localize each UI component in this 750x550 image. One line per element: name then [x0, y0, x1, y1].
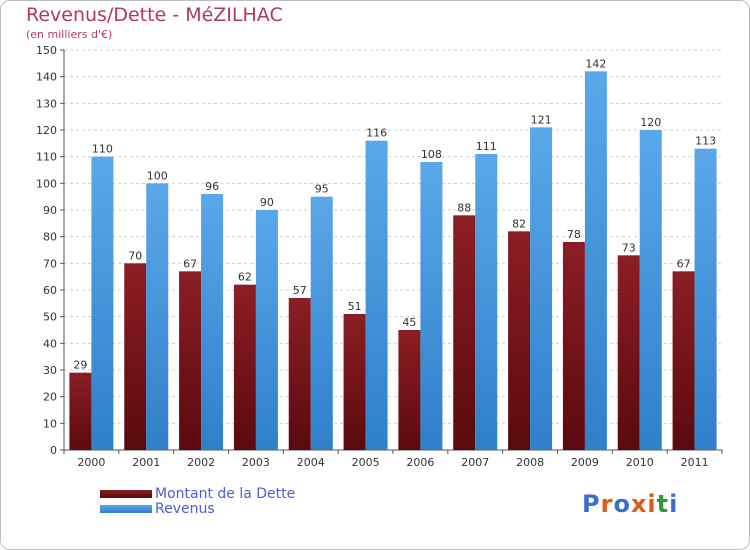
y-tick-label: 90	[43, 204, 57, 217]
chart-subtitle: (en milliers d'€)	[26, 28, 113, 41]
x-tick-label: 2005	[352, 456, 380, 469]
label-revenus-2011: 113	[695, 135, 716, 148]
label-dette-2010: 73	[622, 241, 636, 254]
bar-revenus-2006	[420, 162, 443, 450]
label-dette-2011: 67	[677, 257, 691, 270]
label-dette-2009: 78	[567, 228, 581, 241]
y-tick-label: 30	[43, 364, 57, 377]
label-revenus-2003: 90	[260, 196, 274, 209]
x-tick-label: 2011	[681, 456, 709, 469]
bars	[69, 71, 717, 451]
x-tick-label: 2002	[187, 456, 215, 469]
y-tick-label: 10	[43, 417, 57, 430]
bar-revenus-2005	[365, 140, 388, 450]
y-tick-label: 70	[43, 257, 57, 270]
y-tick-label: 110	[36, 151, 57, 164]
y-tick-label: 100	[36, 177, 57, 190]
label-dette-2003: 62	[238, 271, 252, 284]
label-revenus-2006: 108	[421, 148, 442, 161]
x-tick-label: 2004	[297, 456, 325, 469]
bar-revenus-2001	[146, 183, 169, 451]
bar-revenus-2009	[584, 71, 607, 450]
bar-revenus-2011	[694, 148, 717, 450]
label-dette-2004: 57	[293, 284, 307, 297]
label-revenus-2001: 100	[147, 169, 168, 182]
y-tick-label: 140	[36, 71, 57, 84]
axes: 0 10 20 30 40 50 60 70 80 90 100 110 120 130 140 150 200…	[36, 44, 723, 469]
bar-dette-2006	[398, 330, 421, 450]
proxiti-logo: Proxiti	[582, 490, 679, 518]
label-dette-2005: 51	[348, 300, 362, 313]
chart-title: Revenus/Dette - MéZILHAC	[26, 4, 283, 26]
y-tick-label: 40	[43, 337, 57, 350]
legend-label-dette: Montant de la Dette	[155, 486, 296, 502]
y-tick-label: 0	[50, 444, 57, 457]
bar-revenus-2002	[201, 194, 224, 450]
y-tick-label: 130	[36, 97, 57, 110]
label-dette-2000: 29	[73, 359, 87, 372]
label-revenus-2000: 110	[92, 143, 113, 156]
bar-dette-2002	[179, 271, 202, 450]
y-tick-label: 20	[43, 391, 57, 404]
x-tick-label: 2008	[516, 456, 544, 469]
label-revenus-2009: 142	[585, 57, 606, 70]
data-labels: 29 110 70 100 67 96 62 90 57 95 51 116 45 108 88 111 82 1…	[73, 57, 716, 371]
x-tick-label: 2006	[406, 456, 434, 469]
bar-revenus-2007	[475, 154, 498, 450]
bar-dette-2011	[672, 271, 695, 450]
y-tick-label: 120	[36, 124, 57, 137]
bar-revenus-2010	[639, 130, 662, 450]
x-tick-label: 2007	[461, 456, 489, 469]
label-revenus-2004: 95	[315, 183, 329, 196]
bar-dette-2003	[233, 284, 256, 450]
bar-dette-2007	[453, 215, 476, 450]
label-dette-2002: 67	[183, 257, 197, 270]
bar-dette-2000	[69, 372, 92, 450]
x-tick-label: 2001	[132, 456, 160, 469]
y-tick-label: 150	[36, 44, 57, 57]
label-revenus-2010: 120	[640, 116, 661, 129]
bar-revenus-2004	[310, 196, 333, 450]
bar-dette-2005	[343, 314, 366, 450]
bar-dette-2010	[617, 255, 640, 450]
grid-lines	[64, 49, 722, 424]
bar-dette-2008	[508, 231, 531, 450]
x-tick-label: 2009	[571, 456, 599, 469]
label-dette-2007: 88	[457, 201, 471, 214]
label-dette-2008: 82	[512, 217, 526, 230]
bar-dette-2004	[288, 298, 311, 450]
label-dette-2006: 45	[402, 316, 416, 329]
label-revenus-2002: 96	[205, 180, 219, 193]
label-revenus-2005: 116	[366, 127, 387, 140]
bar-dette-2009	[562, 242, 585, 450]
y-tick-label: 50	[43, 311, 57, 324]
x-tick-label: 2010	[626, 456, 654, 469]
bar-revenus-2000	[91, 156, 114, 450]
y-tick-label: 60	[43, 284, 57, 297]
label-revenus-2008: 121	[531, 113, 552, 126]
label-revenus-2007: 111	[476, 140, 497, 153]
bar-revenus-2008	[530, 127, 553, 450]
legend-label-revenus: Revenus	[155, 501, 215, 517]
bar-revenus-2003	[255, 210, 278, 450]
legend-swatch-dette	[100, 490, 152, 498]
label-dette-2001: 70	[128, 249, 142, 262]
legend-swatch-revenus	[100, 505, 152, 513]
y-tick-label: 80	[43, 231, 57, 244]
x-tick-label: 2003	[242, 456, 270, 469]
bar-dette-2001	[124, 263, 147, 450]
x-tick-label: 2000	[77, 456, 105, 469]
